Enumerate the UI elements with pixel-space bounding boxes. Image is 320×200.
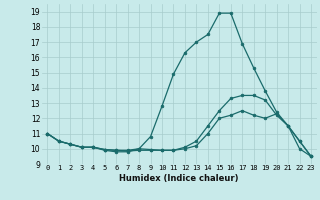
X-axis label: Humidex (Indice chaleur): Humidex (Indice chaleur) — [119, 174, 239, 183]
